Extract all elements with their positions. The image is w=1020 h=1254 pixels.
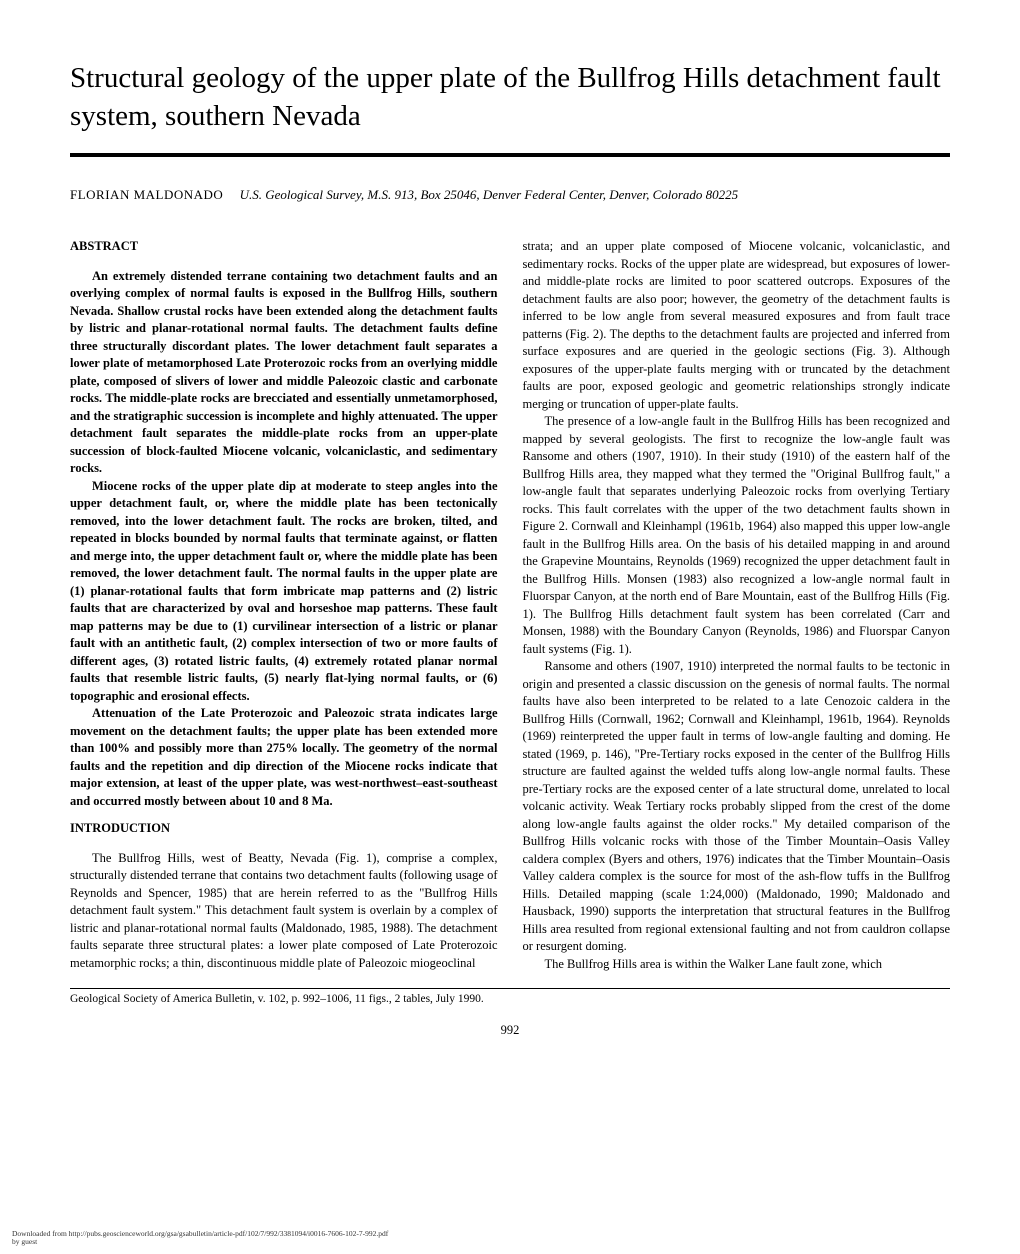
author-name: FLORIAN MALDONADO: [70, 187, 223, 202]
right-p1: strata; and an upper plate composed of M…: [523, 238, 951, 413]
right-column: strata; and an upper plate composed of M…: [523, 238, 951, 973]
abstract-p2: Miocene rocks of the upper plate dip at …: [70, 478, 498, 706]
introduction-heading: INTRODUCTION: [70, 820, 498, 838]
abstract-p1: An extremely distended terrane containin…: [70, 268, 498, 478]
title-section: Structural geology of the upper plate of…: [70, 60, 950, 157]
footnote-rule: [70, 988, 950, 989]
abstract-heading: ABSTRACT: [70, 238, 498, 256]
right-p4: The Bullfrog Hills area is within the Wa…: [523, 956, 951, 974]
author-affiliation: U.S. Geological Survey, M.S. 913, Box 25…: [240, 187, 739, 202]
right-p3: Ransome and others (1907, 1910) interpre…: [523, 658, 951, 956]
download-note: Downloaded from http://pubs.geosciencewo…: [12, 1230, 388, 1247]
paper-title: Structural geology of the upper plate of…: [70, 60, 950, 135]
title-rule: [70, 153, 950, 157]
two-column-layout: ABSTRACT An extremely distended terrane …: [70, 238, 950, 973]
left-column: ABSTRACT An extremely distended terrane …: [70, 238, 498, 973]
download-line1: Downloaded from http://pubs.geosciencewo…: [12, 1230, 388, 1238]
abstract-p3: Attenuation of the Late Proterozoic and …: [70, 705, 498, 810]
download-line2: by guest: [12, 1238, 388, 1246]
author-line: FLORIAN MALDONADO U.S. Geological Survey…: [70, 187, 950, 203]
right-p2: The presence of a low-angle fault in the…: [523, 413, 951, 658]
intro-p1: The Bullfrog Hills, west of Beatty, Neva…: [70, 850, 498, 973]
citation-footnote: Geological Society of America Bulletin, …: [70, 993, 950, 1005]
page-number: 992: [70, 1023, 950, 1038]
